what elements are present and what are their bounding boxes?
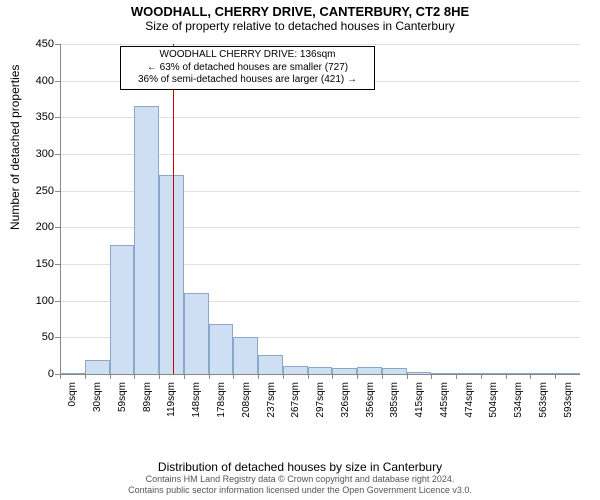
page-title: WOODHALL, CHERRY DRIVE, CANTERBURY, CT2 … (0, 4, 600, 19)
x-tick (184, 374, 185, 379)
histogram-bar (85, 360, 110, 374)
x-tick (134, 374, 135, 379)
x-tick (283, 374, 284, 379)
histogram-bar (357, 367, 382, 374)
annotation-box: WOODHALL CHERRY DRIVE: 136sqm← 63% of de… (120, 46, 375, 90)
x-tick (456, 374, 457, 379)
x-tick (209, 374, 210, 379)
y-tick-label: 250 (36, 185, 54, 197)
x-axis-title: Distribution of detached houses by size … (0, 460, 600, 474)
x-tick-label: 148sqm (191, 382, 202, 418)
x-tick-label: 267sqm (290, 382, 301, 418)
histogram-bar (332, 368, 357, 374)
x-tick (506, 374, 507, 379)
histogram-bar (506, 373, 531, 374)
x-tick (332, 374, 333, 379)
x-tick (555, 374, 556, 379)
x-tick-label: 415sqm (414, 382, 425, 418)
x-tick-label: 0sqm (67, 382, 78, 406)
x-tick (258, 374, 259, 379)
footer-attribution: Contains HM Land Registry data © Crown c… (0, 474, 600, 496)
x-tick-label: 30sqm (92, 382, 103, 412)
histogram-bar (308, 367, 333, 374)
annotation-line3: 36% of semi-detached houses are larger (… (125, 74, 370, 87)
x-tick-label: 89sqm (142, 382, 153, 412)
x-tick-label: 297sqm (315, 382, 326, 418)
y-tick-label: 450 (36, 38, 54, 50)
marker-line (173, 44, 174, 374)
x-tick (481, 374, 482, 379)
x-tick-label: 178sqm (216, 382, 227, 418)
y-tick-label: 400 (36, 75, 54, 87)
y-axis-line (60, 44, 61, 374)
x-tick (530, 374, 531, 379)
histogram-bar (134, 106, 159, 374)
x-tick (407, 374, 408, 379)
x-tick (110, 374, 111, 379)
x-tick-label: 445sqm (439, 382, 450, 418)
y-tick-label: 0 (48, 368, 54, 380)
x-tick-label: 59sqm (117, 382, 128, 412)
x-tick-label: 563sqm (538, 382, 549, 418)
x-tick (159, 374, 160, 379)
x-axis-line (60, 374, 580, 375)
x-tick (431, 374, 432, 379)
x-tick-label: 504sqm (488, 382, 499, 418)
y-axis-label: Number of detached properties (8, 65, 22, 230)
histogram-bar (209, 324, 234, 374)
histogram-bar (555, 373, 580, 374)
histogram-bar (258, 355, 283, 374)
histogram-bar (407, 372, 432, 374)
x-tick-label: 208sqm (241, 382, 252, 418)
page-subtitle: Size of property relative to detached ho… (0, 19, 600, 33)
x-tick-label: 534sqm (513, 382, 524, 418)
y-tick-label: 150 (36, 258, 54, 270)
x-tick-label: 356sqm (365, 382, 376, 418)
y-tick-label: 200 (36, 221, 54, 233)
footer-line1: Contains HM Land Registry data © Crown c… (0, 474, 600, 485)
y-tick-label: 50 (42, 331, 54, 343)
histogram-bar (233, 337, 258, 374)
histogram-bar (60, 373, 85, 374)
x-tick-label: 237sqm (266, 382, 277, 418)
x-tick-label: 474sqm (464, 382, 475, 418)
x-tick (60, 374, 61, 379)
x-tick (382, 374, 383, 379)
histogram-bar (159, 175, 184, 374)
y-tick-label: 100 (36, 295, 54, 307)
annotation-line1: WOODHALL CHERRY DRIVE: 136sqm (125, 49, 370, 62)
x-tick-label: 385sqm (389, 382, 400, 418)
grid-line (60, 44, 580, 45)
x-tick (308, 374, 309, 379)
annotation-line2: ← 63% of detached houses are smaller (72… (125, 62, 370, 75)
histogram-bar (110, 245, 135, 374)
histogram-chart: 0501001502002503003504004500sqm30sqm59sq… (60, 44, 580, 424)
x-tick (233, 374, 234, 379)
histogram-bar (184, 293, 209, 374)
x-tick-label: 326sqm (340, 382, 351, 418)
x-tick-label: 119sqm (166, 382, 177, 417)
x-tick-label: 593sqm (563, 382, 574, 418)
y-tick-label: 350 (36, 111, 54, 123)
x-tick (85, 374, 86, 379)
histogram-bar (530, 373, 555, 374)
histogram-bar (431, 373, 456, 374)
histogram-bar (382, 368, 407, 374)
x-tick (357, 374, 358, 379)
y-tick-label: 300 (36, 148, 54, 160)
histogram-bar (283, 366, 308, 374)
footer-line2: Contains public sector information licen… (0, 485, 600, 496)
histogram-bar (481, 373, 506, 374)
histogram-bar (456, 373, 481, 374)
